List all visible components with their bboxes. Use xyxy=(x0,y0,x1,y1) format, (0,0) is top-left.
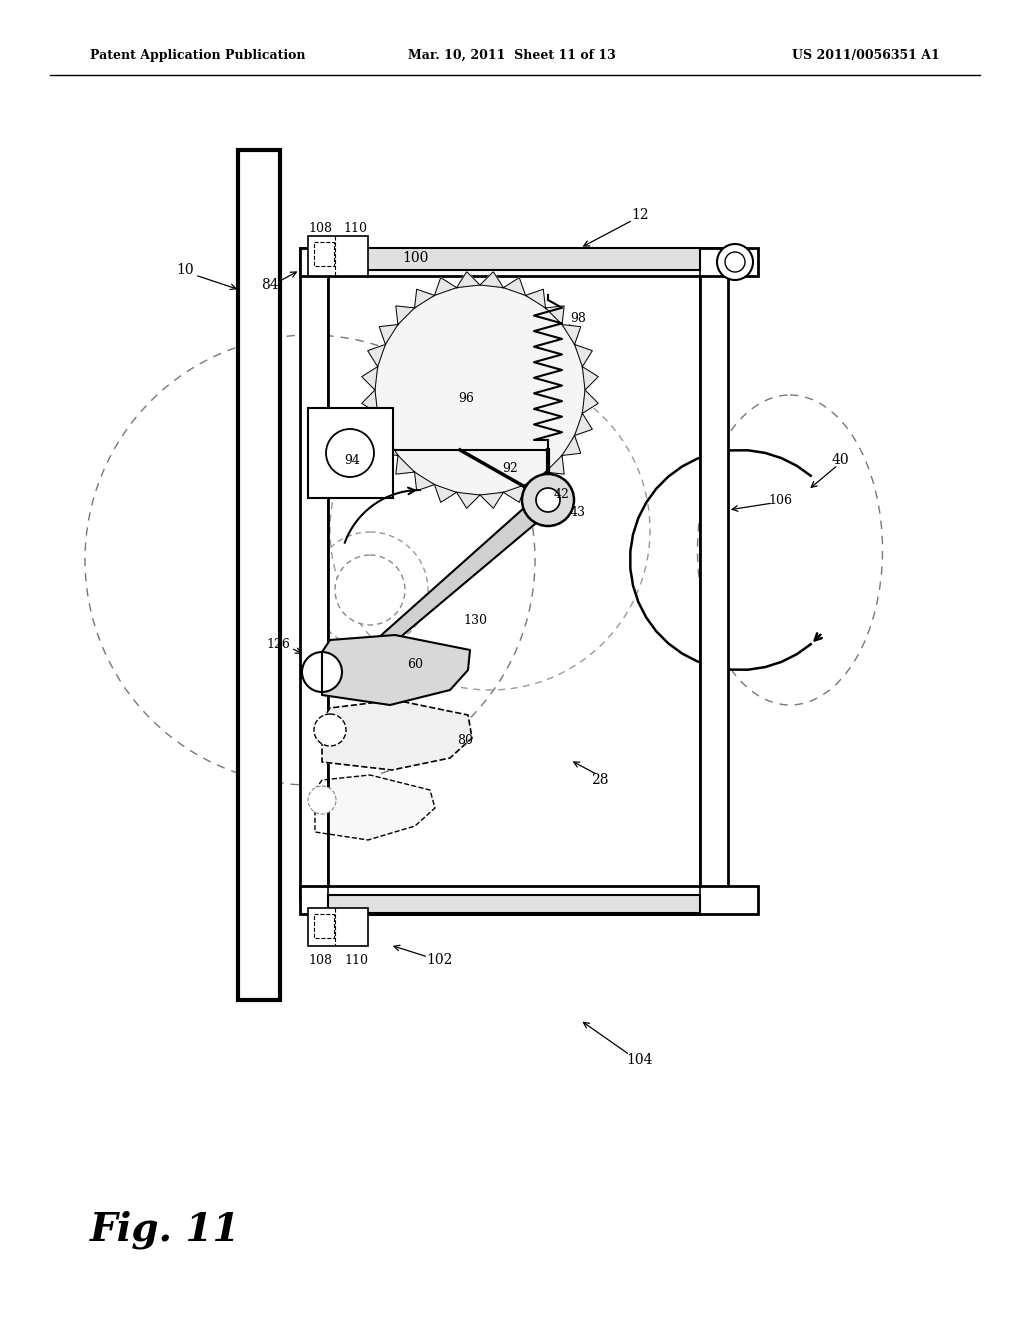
Text: Mar. 10, 2011  Sheet 11 of 13: Mar. 10, 2011 Sheet 11 of 13 xyxy=(409,49,615,62)
Polygon shape xyxy=(361,367,378,389)
Polygon shape xyxy=(525,289,546,308)
Circle shape xyxy=(375,285,585,495)
Circle shape xyxy=(717,244,753,280)
Circle shape xyxy=(302,652,342,692)
Bar xyxy=(328,271,700,915)
Polygon shape xyxy=(396,455,415,474)
Polygon shape xyxy=(583,389,598,413)
Text: 108: 108 xyxy=(308,953,332,966)
Bar xyxy=(308,408,393,498)
Bar xyxy=(314,242,334,267)
Bar xyxy=(308,236,368,276)
Bar xyxy=(300,248,328,900)
Bar xyxy=(700,248,728,900)
Text: 92: 92 xyxy=(502,462,518,474)
Bar xyxy=(314,913,334,939)
Bar xyxy=(300,886,758,913)
Polygon shape xyxy=(525,473,546,491)
Polygon shape xyxy=(480,492,504,508)
Polygon shape xyxy=(504,277,525,296)
Text: 40: 40 xyxy=(831,453,849,467)
Polygon shape xyxy=(368,345,385,367)
Polygon shape xyxy=(368,413,385,436)
Circle shape xyxy=(314,714,346,746)
Polygon shape xyxy=(379,436,398,455)
Polygon shape xyxy=(434,277,457,296)
Text: 80: 80 xyxy=(457,734,473,747)
Text: 43: 43 xyxy=(570,506,586,519)
Text: 84: 84 xyxy=(261,279,279,292)
Bar xyxy=(300,248,758,276)
Polygon shape xyxy=(379,325,398,345)
Bar xyxy=(328,895,700,913)
Polygon shape xyxy=(322,635,470,705)
Circle shape xyxy=(536,488,560,512)
Text: Fig. 11: Fig. 11 xyxy=(90,1210,241,1249)
Circle shape xyxy=(308,785,336,814)
Polygon shape xyxy=(457,492,480,508)
Polygon shape xyxy=(415,473,434,491)
Polygon shape xyxy=(562,436,581,455)
Text: Patent Application Publication: Patent Application Publication xyxy=(90,49,305,62)
Text: 106: 106 xyxy=(768,494,792,507)
Circle shape xyxy=(725,252,745,272)
Text: 60: 60 xyxy=(407,659,423,672)
Text: 42: 42 xyxy=(554,488,570,502)
Polygon shape xyxy=(396,306,415,325)
Text: 28: 28 xyxy=(591,774,608,787)
Polygon shape xyxy=(480,272,504,288)
Text: 126: 126 xyxy=(266,639,290,652)
Bar xyxy=(328,248,700,271)
Text: US 2011/0056351 A1: US 2011/0056351 A1 xyxy=(793,49,940,62)
Polygon shape xyxy=(336,492,555,685)
Text: 98: 98 xyxy=(570,312,586,325)
Polygon shape xyxy=(322,700,472,770)
Polygon shape xyxy=(504,484,525,503)
Text: 108: 108 xyxy=(308,222,332,235)
Text: 100: 100 xyxy=(401,251,428,265)
Text: 110: 110 xyxy=(344,953,368,966)
Text: 96: 96 xyxy=(458,392,474,404)
Polygon shape xyxy=(457,272,480,288)
Bar xyxy=(238,150,280,1001)
Bar xyxy=(308,908,368,946)
Polygon shape xyxy=(562,325,581,345)
Polygon shape xyxy=(315,775,435,840)
Polygon shape xyxy=(415,289,434,308)
Polygon shape xyxy=(574,413,592,436)
Text: 10: 10 xyxy=(176,263,194,277)
Polygon shape xyxy=(583,367,598,389)
Polygon shape xyxy=(361,389,378,413)
Text: 130: 130 xyxy=(463,614,487,627)
Circle shape xyxy=(522,474,574,525)
Polygon shape xyxy=(574,345,592,367)
Text: 110: 110 xyxy=(343,222,367,235)
Polygon shape xyxy=(546,306,564,325)
Text: 12: 12 xyxy=(631,209,649,222)
Text: 94: 94 xyxy=(344,454,360,466)
Text: 102: 102 xyxy=(427,953,454,968)
Polygon shape xyxy=(434,484,457,503)
Text: 104: 104 xyxy=(627,1053,653,1067)
Circle shape xyxy=(335,554,406,624)
Polygon shape xyxy=(546,455,564,474)
Circle shape xyxy=(326,429,374,477)
